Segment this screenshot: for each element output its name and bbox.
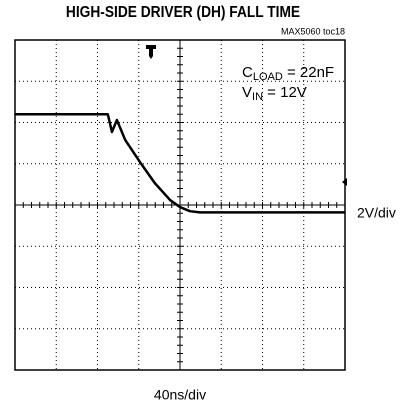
annotation: VIN = 12V (242, 84, 307, 103)
y-axis-label: 2V/div (357, 205, 396, 221)
ground-marker (342, 178, 347, 186)
plot-area (14, 39, 346, 371)
annotation-sub: LOAD (253, 71, 283, 83)
x-axis-label: 40ns/div (154, 387, 206, 403)
annotation: CLOAD = 22nF (242, 64, 334, 83)
plot-border (14, 39, 346, 371)
chart-title: HIGH-SIDE DRIVER (DH) FALL TIME (66, 3, 300, 21)
annotation-text: = 12V (263, 84, 307, 101)
annotation-sub: IN (252, 91, 263, 103)
waveform (15, 113, 345, 214)
trigger-marker (146, 45, 156, 59)
annotation-text: C (242, 64, 253, 81)
annotation-text: = 22nF (283, 64, 334, 81)
annotation-text: V (242, 84, 252, 101)
chart-subtitle: MAX5060 toc18 (281, 26, 345, 36)
